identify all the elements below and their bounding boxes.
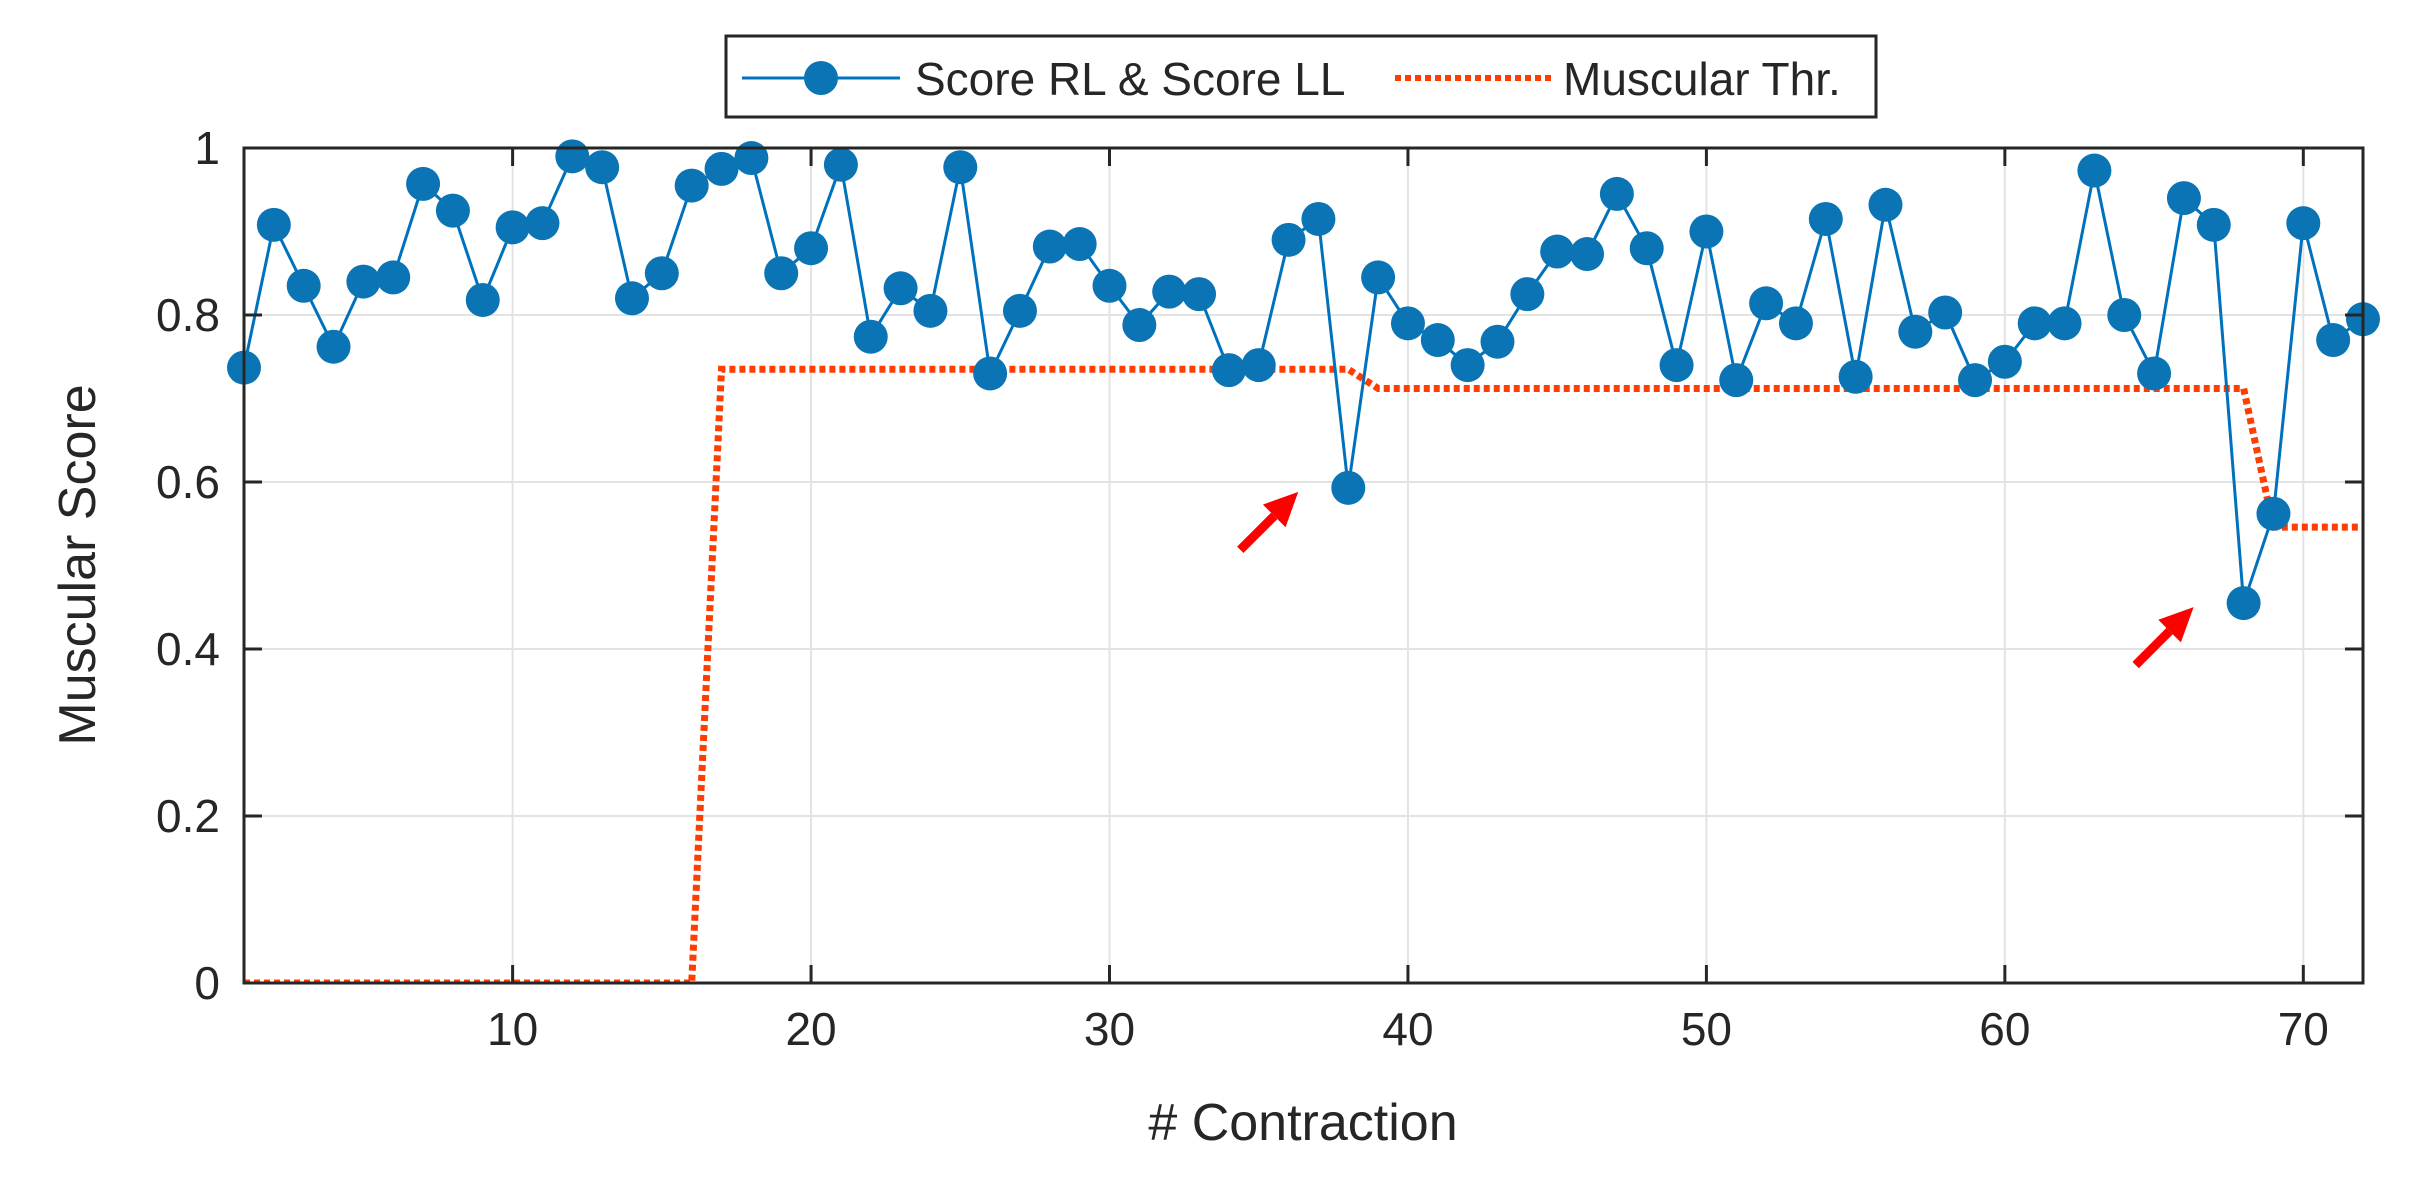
data-point xyxy=(2226,586,2261,621)
data-point xyxy=(764,256,799,291)
x-tick-label: 10 xyxy=(487,1003,538,1055)
data-point xyxy=(853,319,888,354)
data-point xyxy=(1928,295,1963,330)
data-point xyxy=(1659,348,1694,383)
y-axis-label: Muscular Score xyxy=(49,384,107,745)
y-tick-label: 0.2 xyxy=(156,790,220,842)
data-point xyxy=(794,231,829,266)
x-tick-label: 20 xyxy=(785,1003,836,1055)
legend-label-series-2: Muscular Thr. xyxy=(1563,53,1841,105)
data-point xyxy=(1480,324,1515,359)
data-point xyxy=(1599,176,1634,211)
data-point xyxy=(2316,323,2351,358)
axis-ticks: 10 20 30 40 50 60 70 0 0.2 0.4 0.6 0.8 1 xyxy=(156,122,2363,1055)
data-point xyxy=(1182,277,1217,312)
data-point xyxy=(674,168,709,203)
data-point xyxy=(1450,348,1485,383)
data-point xyxy=(1629,231,1664,266)
data-point xyxy=(256,207,291,242)
y-tick-label: 0 xyxy=(194,957,220,1009)
annotations-layer xyxy=(1237,491,2194,669)
data-point xyxy=(346,264,381,299)
plot-area xyxy=(244,148,2363,983)
data-point xyxy=(1689,214,1724,249)
legend-box xyxy=(724,34,1878,119)
data-point xyxy=(704,151,739,186)
x-tick-label: 60 xyxy=(1979,1003,2030,1055)
data-point xyxy=(1361,260,1396,295)
data-point xyxy=(406,166,441,201)
data-point xyxy=(1271,222,1306,257)
data-point xyxy=(525,206,560,241)
y-tick-label: 0.6 xyxy=(156,456,220,508)
data-point xyxy=(1301,201,1336,236)
x-tick-label: 70 xyxy=(2278,1003,2329,1055)
data-point xyxy=(2017,306,2052,341)
data-point xyxy=(2256,496,2291,531)
data-point xyxy=(1719,363,1754,398)
data-point xyxy=(1122,308,1157,343)
data-point xyxy=(883,271,918,306)
data-point xyxy=(316,329,351,364)
data-point xyxy=(2077,153,2112,188)
y-tick-label: 0.8 xyxy=(156,289,220,341)
data-point xyxy=(1808,201,1843,236)
series-line-muscular-threshold xyxy=(244,365,2363,983)
data-point xyxy=(286,268,321,303)
data-point xyxy=(1838,359,1873,394)
data-point xyxy=(1868,187,1903,222)
data-point xyxy=(1331,470,1366,505)
legend-label-series-1: Score RL & Score LL xyxy=(915,53,1345,105)
data-point xyxy=(1898,314,1933,349)
data-point xyxy=(1540,234,1575,269)
y-tick-label: 0.4 xyxy=(156,623,220,675)
data-point xyxy=(1241,348,1276,383)
legend-marker-series-1 xyxy=(804,61,838,95)
annotation-arrow-1 xyxy=(1237,491,1299,554)
x-tick-label: 50 xyxy=(1681,1003,1732,1055)
data-point xyxy=(1390,306,1425,341)
data-point xyxy=(1002,293,1037,328)
data-point xyxy=(1987,344,2022,379)
data-point xyxy=(1749,286,1784,321)
data-point xyxy=(1510,277,1545,312)
data-point xyxy=(1092,268,1127,303)
data-point xyxy=(1778,306,1813,341)
data-point xyxy=(555,139,590,174)
y-tick-label: 1 xyxy=(194,122,220,174)
data-point xyxy=(644,256,679,291)
data-point xyxy=(913,293,948,328)
axes-box xyxy=(242,146,2365,985)
data-point xyxy=(614,281,649,316)
data-point xyxy=(1570,237,1605,272)
data-point xyxy=(943,150,978,185)
annotation-arrow-2 xyxy=(2132,607,2194,669)
data-point xyxy=(1958,363,1993,398)
data-point xyxy=(2107,298,2142,332)
data-point xyxy=(376,260,411,295)
data-point xyxy=(1152,274,1187,309)
data-point xyxy=(1420,323,1455,358)
data-point xyxy=(734,141,769,176)
data-point xyxy=(2286,206,2321,241)
x-tick-label: 30 xyxy=(1084,1003,1135,1055)
data-point xyxy=(823,147,858,182)
data-point xyxy=(2196,207,2231,242)
data-point xyxy=(1062,227,1097,262)
legend: Score RL & Score LL Muscular Thr. xyxy=(724,34,1878,119)
data-point xyxy=(1032,229,1067,264)
data-point xyxy=(1211,353,1246,388)
data-point xyxy=(435,193,470,228)
data-point xyxy=(465,282,500,317)
data-point xyxy=(2137,356,2172,391)
data-point xyxy=(973,356,1008,391)
data-point xyxy=(2166,181,2201,216)
markers-layer xyxy=(227,139,2380,621)
data-point xyxy=(585,150,620,185)
data-point xyxy=(495,210,530,245)
x-tick-label: 40 xyxy=(1382,1003,1433,1055)
data-point xyxy=(2047,306,2082,341)
x-axis-label: # Contraction xyxy=(1148,1094,1457,1152)
